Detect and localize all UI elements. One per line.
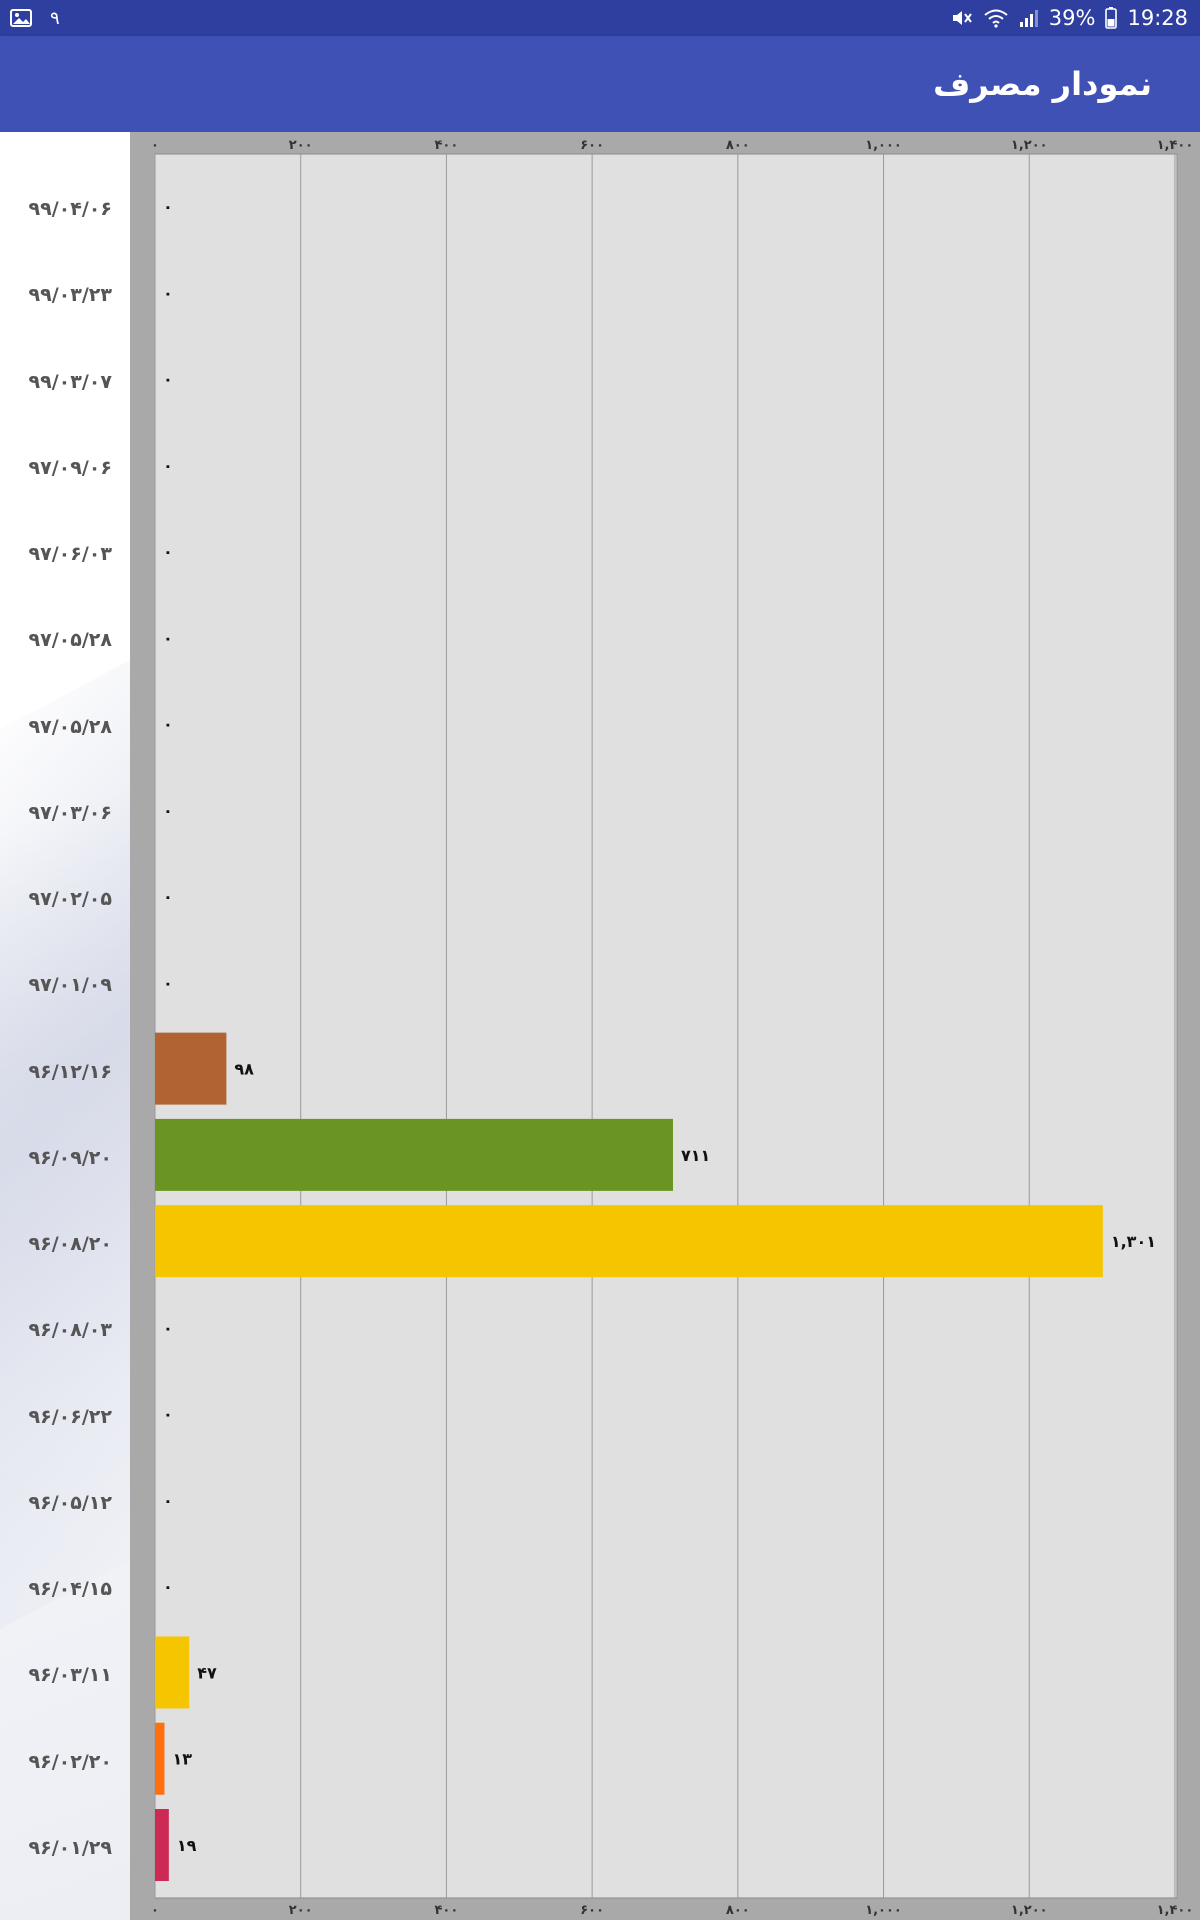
- plot-area: [154, 153, 1178, 1899]
- x-tick-label-bottom: ۴۰۰: [435, 1903, 459, 1918]
- category-label: ۹۷/۰۱/۰۹: [28, 974, 112, 997]
- bar: [155, 1722, 165, 1795]
- x-tick-label-bottom: ۱,۲۰۰: [1011, 1903, 1048, 1918]
- category-label: ۹۹/۰۳/۰۷: [28, 370, 112, 393]
- category-labels: ۹۹/۰۴/۰۶ ۹۹/۰۳/۲۳ ۹۹/۰۳/۰۷ ۹۷/۰۹/۰۶ ۹۷/۰۶/۰۳…: [0, 132, 130, 1920]
- category-label: ۹۶/۰۵/۱۲: [28, 1491, 112, 1514]
- wifi-icon: [983, 8, 1009, 28]
- x-tick-label-bottom: ۱,۴۰۰: [1157, 1903, 1194, 1918]
- app-bar: نمودار مصرف: [0, 36, 1200, 132]
- x-tick-label-top: ۲۰۰: [289, 138, 313, 153]
- x-tick-label-top: ۶۰۰: [580, 138, 604, 153]
- data-label: ۰: [163, 801, 173, 820]
- data-label: ۰: [163, 283, 173, 302]
- x-tick-label-top: ۰: [151, 138, 159, 153]
- category-label: ۹۹/۰۴/۰۶: [28, 198, 112, 220]
- x-tick-label-top: ۱,۰۰۰: [865, 138, 902, 153]
- data-label: ۰: [163, 197, 173, 216]
- data-label: ۰: [163, 973, 173, 992]
- page-title: نمودار مصرف: [933, 65, 1152, 103]
- category-label: ۹۷/۰۹/۰۶: [28, 456, 112, 479]
- battery-icon: [1105, 7, 1118, 29]
- x-tick-label-top: ۴۰۰: [435, 138, 459, 153]
- signal-icon: [1019, 8, 1039, 28]
- category-label: ۹۶/۰۱/۲۹: [28, 1837, 112, 1859]
- x-tick-label-bottom: ۱,۰۰۰: [865, 1903, 902, 1918]
- data-label: ۱۳: [172, 1750, 192, 1769]
- bar: [155, 1118, 673, 1191]
- data-label: ۱۹: [177, 1836, 197, 1855]
- status-right: 39% 19:28: [951, 0, 1188, 36]
- category-label: ۹۷/۰۳/۰۶: [28, 801, 112, 824]
- data-label: ۰: [163, 715, 173, 734]
- category-label: ۹۶/۰۶/۲۲: [28, 1405, 112, 1428]
- notification-count: ۹: [50, 7, 60, 29]
- consumption-chart: ۰ ۰ ۲۰۰ ۲۰۰ ۴۰۰ ۴۰۰ ۶۰۰ ۶۰۰ ۸۰۰ ۸۰۰ ۱,۰۰۰ ۱,۰۰۰ ۱,۲۰…: [130, 132, 1200, 1920]
- category-label: ۹۷/۰۶/۰۳: [28, 543, 112, 566]
- category-label: ۹۶/۱۲/۱۶: [28, 1060, 112, 1083]
- bar: [155, 1636, 190, 1709]
- data-label: ۰: [163, 1491, 173, 1510]
- clock: 19:28: [1127, 6, 1188, 30]
- chart-area: ۰ ۰ ۲۰۰ ۲۰۰ ۴۰۰ ۴۰۰ ۶۰۰ ۶۰۰ ۸۰۰ ۸۰۰ ۱,۰۰۰ ۱,۰۰۰ ۱,۲۰…: [130, 132, 1200, 1920]
- data-label: ۰: [163, 456, 173, 475]
- category-label: ۹۶/۰۹/۲۰: [28, 1146, 112, 1169]
- x-tick-label-bottom: ۶۰۰: [580, 1903, 604, 1918]
- data-label: ۷۱۱: [681, 1146, 710, 1165]
- category-label: ۹۶/۰۲/۲۰: [28, 1750, 112, 1773]
- mute-icon: [951, 8, 973, 28]
- data-label: ۴۷: [197, 1663, 217, 1682]
- category-label: ۹۶/۰۴/۱۵: [28, 1578, 112, 1601]
- x-tick-label-bottom: ۸۰۰: [726, 1903, 750, 1918]
- category-label: ۹۷/۰۵/۲۸: [28, 715, 112, 738]
- x-tick-label-top: ۸۰۰: [726, 138, 750, 153]
- category-label: ۹۹/۰۳/۲۳: [28, 284, 112, 307]
- x-tick-label-top: ۱,۴۰۰: [1157, 138, 1194, 153]
- data-label: ۰: [163, 1405, 173, 1424]
- category-label: ۹۷/۰۵/۲۸: [28, 629, 112, 652]
- status-left: ۹: [10, 0, 60, 36]
- data-label: ۱,۳۰۱: [1111, 1232, 1156, 1251]
- x-tick-label-bottom: ۰: [151, 1903, 159, 1918]
- category-label: ۹۶/۰۸/۲۰: [28, 1233, 112, 1256]
- category-label: ۹۷/۰۲/۰۵: [28, 888, 112, 911]
- data-label: ۰: [163, 887, 173, 906]
- category-label: ۹۶/۰۳/۱۱: [28, 1664, 112, 1687]
- data-label: ۰: [163, 1318, 173, 1337]
- battery-percent: 39%: [1048, 6, 1096, 30]
- x-tick-label-top: ۱,۲۰۰: [1011, 138, 1048, 153]
- bar: [155, 1032, 227, 1105]
- bar: [155, 1205, 1103, 1278]
- data-label: ۰: [163, 370, 173, 389]
- data-label: ۹۸: [234, 1060, 254, 1079]
- data-label: ۰: [163, 542, 173, 561]
- x-tick-label-bottom: ۲۰۰: [289, 1903, 313, 1918]
- data-label: ۰: [163, 1577, 173, 1596]
- image-icon: [10, 9, 32, 27]
- status-bar: ۹ 39%: [0, 0, 1200, 36]
- bar: [155, 1809, 169, 1881]
- category-label: ۹۶/۰۸/۰۳: [28, 1319, 112, 1342]
- data-label: ۰: [163, 628, 173, 647]
